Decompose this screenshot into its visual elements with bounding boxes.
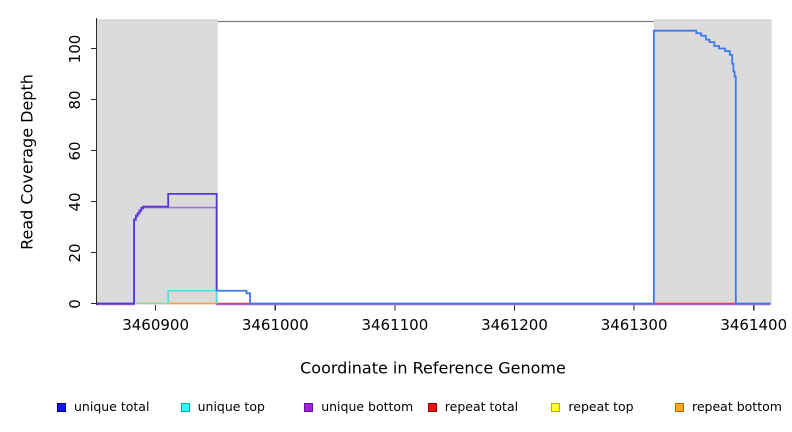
series-unique-total xyxy=(97,192,218,305)
shaded-region-right xyxy=(653,19,772,305)
x-tick-label: 3461300 xyxy=(600,316,668,334)
x-axis-title: Coordinate in Reference Genome xyxy=(300,358,566,378)
y-tick-label: 100 xyxy=(66,34,84,63)
y-tick-label: 60 xyxy=(66,140,84,161)
x-tick-label: 3460900 xyxy=(122,316,190,334)
x-tick-label: 3461200 xyxy=(481,316,548,334)
series-unique-total xyxy=(216,29,771,305)
y-axis-title: Read Coverage Depth xyxy=(17,74,37,250)
y-tick-label: 80 xyxy=(66,89,84,110)
x-tick-label: 3461100 xyxy=(361,316,429,334)
x-tick-label: 3461000 xyxy=(241,316,309,334)
y-tick-label: 20 xyxy=(66,242,84,263)
y-tick-label: 40 xyxy=(66,191,84,212)
series-unique-top xyxy=(167,289,218,304)
x-tick-label: 3461400 xyxy=(720,316,788,334)
y-tick-label: 0 xyxy=(66,298,84,309)
shaded-region-left xyxy=(97,19,218,305)
